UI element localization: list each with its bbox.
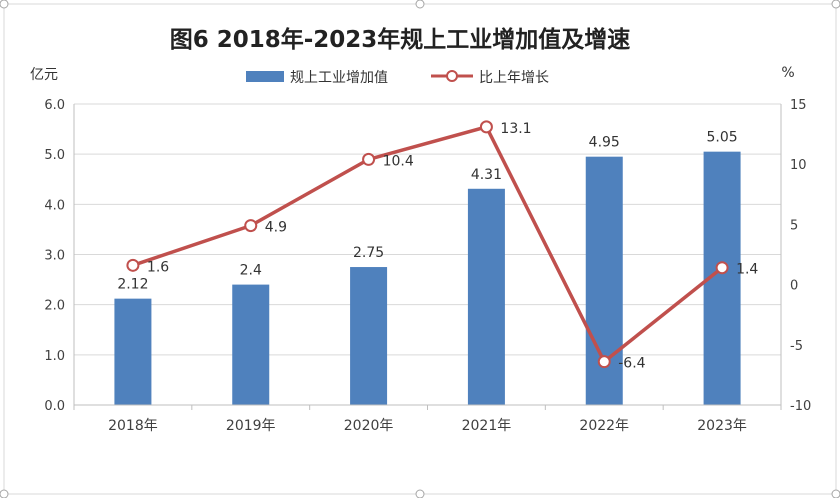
legend-bar-swatch — [246, 71, 284, 82]
left-tick-label: 6.0 — [44, 98, 65, 113]
x-tick-label: 2021年 — [462, 418, 512, 434]
bar-data-label: 5.05 — [706, 130, 737, 146]
chart-background — [3, 3, 837, 495]
left-axis-ticks: 0.0 1.0 2.0 3.0 4.0 5.0 6.0 — [44, 98, 65, 414]
bar-data-label: 2.12 — [117, 277, 148, 293]
right-tick-label: -10 — [790, 399, 811, 414]
legend-line-label: 比上年增长 — [479, 70, 549, 86]
left-tick-label: 1.0 — [44, 349, 65, 364]
line-marker — [362, 152, 376, 166]
x-axis-ticks: 2018年 2019年 2020年 2021年 2022年 2023年 — [108, 418, 747, 434]
bar — [232, 284, 270, 405]
right-tick-label: 5 — [790, 218, 798, 233]
left-tick-label: 4.0 — [44, 198, 65, 213]
x-tick-label: 2018年 — [108, 418, 158, 434]
right-tick-label: 10 — [790, 158, 807, 173]
left-tick-label: 5.0 — [44, 148, 65, 163]
left-tick-label: 2.0 — [44, 299, 65, 314]
growth-line — [132, 125, 724, 364]
left-tick-label: 3.0 — [44, 249, 65, 264]
right-axis-ticks: -10 -5 0 5 10 15 — [790, 98, 811, 414]
resize-handle-bottom-right[interactable] — [831, 489, 840, 498]
line-data-label: -6.4 — [618, 356, 645, 372]
bar-data-label: 4.31 — [471, 167, 502, 183]
right-tick-label: 15 — [790, 98, 807, 113]
line-data-label: 1.4 — [736, 262, 758, 278]
line-marker — [715, 261, 729, 275]
bar-data-label: 2.4 — [240, 263, 262, 279]
resize-handle-bottom-center[interactable] — [415, 489, 425, 498]
bar — [467, 188, 505, 405]
line-marker — [479, 120, 493, 134]
resize-handle-top-right[interactable] — [831, 0, 840, 9]
bar — [350, 267, 388, 405]
right-tick-label: 0 — [790, 279, 798, 294]
legend: 规上工业增加值 比上年增长 — [246, 70, 549, 86]
data-labels: 2.12 2.4 2.75 4.31 4.95 5.05 1.6 4.9 10.4 13.1 -6.… — [117, 121, 758, 372]
right-tick-label: -5 — [790, 339, 803, 354]
line-data-label: 4.9 — [265, 220, 287, 236]
x-tick-label: 2022年 — [579, 418, 629, 434]
resize-handle-top-left[interactable] — [0, 0, 9, 9]
axis-lines — [73, 104, 782, 410]
x-tick-label: 2023年 — [697, 418, 747, 434]
chart-title: 图6 2018年-2023年规上工业增加值及增速 — [170, 26, 631, 53]
bar — [114, 298, 152, 405]
bar-data-label: 2.75 — [353, 245, 384, 261]
x-tick-label: 2020年 — [344, 418, 394, 434]
legend-line-marker — [446, 70, 458, 82]
line-data-label: 13.1 — [500, 121, 531, 137]
legend-bar-label: 规上工业增加值 — [290, 70, 388, 86]
left-tick-label: 0.0 — [44, 399, 65, 414]
line-marker — [597, 355, 611, 369]
resize-handle-top-center[interactable] — [415, 0, 425, 9]
line-marker — [244, 219, 258, 233]
bar-series — [114, 151, 741, 405]
right-axis-unit-label: % — [781, 65, 794, 81]
gridlines — [74, 103, 781, 356]
line-marker — [126, 258, 140, 272]
line-series — [126, 120, 729, 369]
x-tick-label: 2019年 — [226, 418, 276, 434]
resize-handle-bottom-left[interactable] — [0, 489, 9, 498]
line-data-label: 1.6 — [147, 259, 169, 275]
left-axis-unit-label: 亿元 — [30, 67, 58, 83]
line-data-label: 10.4 — [383, 153, 414, 169]
bar-data-label: 4.95 — [589, 135, 620, 151]
